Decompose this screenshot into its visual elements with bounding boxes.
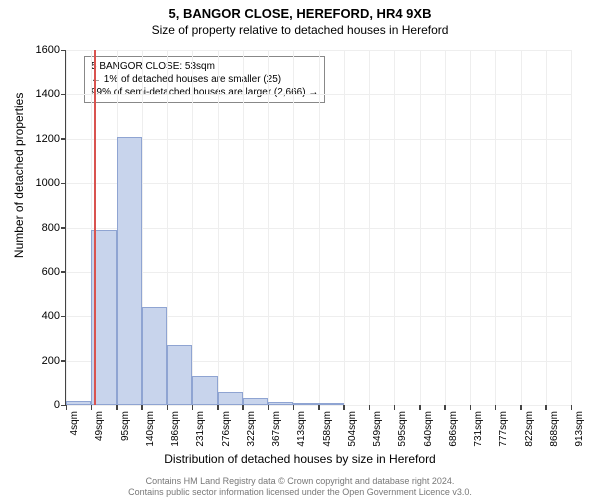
x-tick-label: 186sqm	[170, 411, 181, 447]
x-tick-mark	[343, 405, 345, 410]
histogram-bar	[167, 345, 192, 405]
x-tick-label: 640sqm	[423, 411, 434, 447]
histogram-bar	[293, 403, 318, 405]
gridline-v	[218, 50, 219, 405]
histogram-bar	[66, 401, 91, 405]
x-tick-mark	[419, 405, 421, 410]
y-axis-label: Number of detached properties	[12, 93, 26, 258]
x-tick-mark	[91, 405, 93, 410]
x-tick-label: 595sqm	[397, 411, 408, 447]
gridline-v	[571, 50, 572, 405]
x-axis-label: Distribution of detached houses by size …	[0, 452, 600, 466]
x-tick-label: 49sqm	[94, 411, 105, 441]
caption: Contains HM Land Registry data © Crown c…	[0, 476, 600, 498]
x-tick-mark	[167, 405, 169, 410]
x-tick-label: 822sqm	[524, 411, 535, 447]
gridline-v	[243, 50, 244, 405]
x-tick-mark	[217, 405, 219, 410]
caption-line-1: Contains HM Land Registry data © Crown c…	[0, 476, 600, 487]
gridline-v	[521, 50, 522, 405]
x-tick-label: 367sqm	[271, 411, 282, 447]
x-tick-label: 413sqm	[296, 411, 307, 447]
chart-container: 5, BANGOR CLOSE, HEREFORD, HR4 9XB Size …	[0, 0, 600, 500]
x-tick-mark	[293, 405, 295, 410]
x-tick-label: 686sqm	[448, 411, 459, 447]
gridline-v	[293, 50, 294, 405]
x-tick-mark	[545, 405, 547, 410]
x-tick-label: 231sqm	[195, 411, 206, 447]
histogram-bar	[142, 307, 167, 405]
gridline-v	[394, 50, 395, 405]
gridline-v	[420, 50, 421, 405]
x-tick-label: 913sqm	[574, 411, 585, 447]
x-tick-mark	[192, 405, 194, 410]
histogram-bar	[218, 392, 243, 405]
y-tick-label: 1000	[36, 177, 60, 189]
annotation-line-2: ← 1% of detached houses are smaller (25)	[91, 73, 318, 86]
histogram-bar	[268, 402, 293, 405]
x-tick-mark	[444, 405, 446, 410]
histogram-bar	[117, 137, 142, 405]
x-tick-mark	[369, 405, 371, 410]
y-tick-label: 400	[42, 310, 60, 322]
x-tick-label: 549sqm	[372, 411, 383, 447]
x-tick-mark	[268, 405, 270, 410]
x-tick-label: 95sqm	[120, 411, 131, 441]
histogram-plot: 5 BANGOR CLOSE: 53sqm ← 1% of detached h…	[65, 50, 571, 406]
x-tick-label: 140sqm	[145, 411, 156, 447]
x-tick-mark	[495, 405, 497, 410]
caption-line-2: Contains public sector information licen…	[0, 487, 600, 498]
x-tick-mark	[141, 405, 143, 410]
gridline-v	[268, 50, 269, 405]
y-tick-label: 0	[54, 399, 60, 411]
x-tick-mark	[66, 405, 68, 410]
gridline-v	[546, 50, 547, 405]
x-tick-label: 276sqm	[221, 411, 232, 447]
x-tick-label: 777sqm	[498, 411, 509, 447]
histogram-bar	[319, 403, 344, 405]
x-tick-label: 458sqm	[322, 411, 333, 447]
gridline-v	[369, 50, 370, 405]
annotation-line-3: 99% of semi-detached houses are larger (…	[91, 86, 318, 99]
x-tick-label: 504sqm	[347, 411, 358, 447]
x-tick-mark	[394, 405, 396, 410]
gridline-v	[192, 50, 193, 405]
x-tick-label: 868sqm	[549, 411, 560, 447]
marker-line	[94, 50, 96, 405]
y-tick-label: 200	[42, 355, 60, 367]
annotation-line-1: 5 BANGOR CLOSE: 53sqm	[91, 60, 318, 73]
x-tick-mark	[571, 405, 573, 410]
x-tick-mark	[116, 405, 118, 410]
gridline-v	[445, 50, 446, 405]
x-tick-label: 322sqm	[246, 411, 257, 447]
gridline-v	[66, 50, 67, 405]
y-tick-label: 1400	[36, 88, 60, 100]
x-tick-mark	[520, 405, 522, 410]
histogram-bar	[192, 376, 217, 405]
page-title: 5, BANGOR CLOSE, HEREFORD, HR4 9XB	[0, 0, 600, 21]
x-tick-mark	[242, 405, 244, 410]
x-tick-mark	[318, 405, 320, 410]
y-tick-label: 800	[42, 222, 60, 234]
gridline-v	[495, 50, 496, 405]
gridline-v	[319, 50, 320, 405]
page-subtitle: Size of property relative to detached ho…	[0, 21, 600, 37]
x-tick-mark	[470, 405, 472, 410]
y-tick-label: 1600	[36, 44, 60, 56]
annotation-box: 5 BANGOR CLOSE: 53sqm ← 1% of detached h…	[84, 56, 325, 103]
y-tick-label: 1200	[36, 133, 60, 145]
gridline-v	[344, 50, 345, 405]
y-tick-label: 600	[42, 266, 60, 278]
gridline-v	[470, 50, 471, 405]
x-tick-label: 731sqm	[473, 411, 484, 447]
histogram-bar	[243, 398, 268, 405]
x-tick-label: 4sqm	[69, 411, 80, 435]
